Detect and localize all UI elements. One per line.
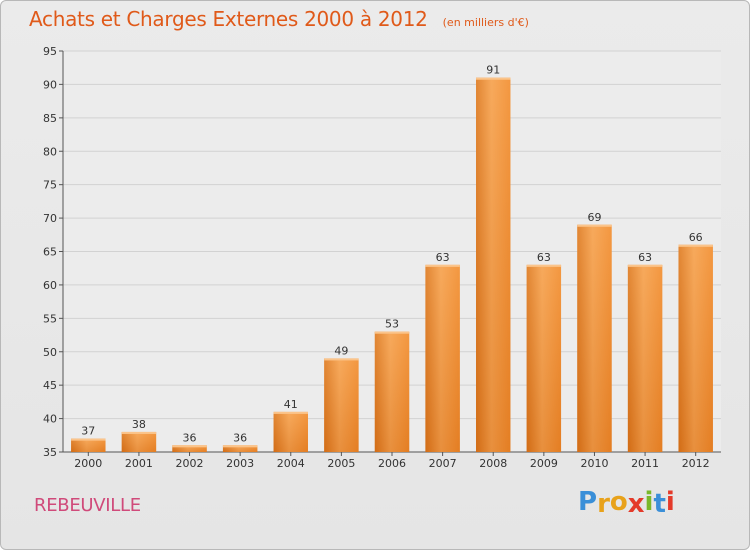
y-tick-label: 60 bbox=[43, 279, 57, 292]
x-tick-label: 2003 bbox=[226, 457, 254, 470]
y-tick-label: 35 bbox=[43, 446, 57, 459]
bar-shade bbox=[476, 77, 511, 452]
bar-group bbox=[374, 331, 410, 452]
bar-top-highlight bbox=[71, 438, 106, 441]
bar-shade bbox=[121, 431, 157, 452]
y-tick-label: 50 bbox=[43, 346, 57, 359]
bar-top-highlight bbox=[425, 264, 460, 267]
x-tick-label: 2004 bbox=[277, 457, 305, 470]
bar-group bbox=[273, 411, 308, 452]
data-label: 66 bbox=[689, 231, 703, 244]
title-row: Achats et Charges Externes 2000 à 2012 (… bbox=[29, 7, 529, 31]
bar-top-highlight bbox=[526, 264, 562, 267]
commune-name: REBEUVILLE bbox=[34, 495, 141, 516]
bar-shade bbox=[678, 244, 713, 452]
logo-letter: x bbox=[627, 489, 645, 519]
bar-shade bbox=[222, 445, 258, 452]
bar-group bbox=[577, 224, 612, 452]
x-tick-label: 2001 bbox=[125, 457, 153, 470]
x-tick-label: 2008 bbox=[479, 457, 507, 470]
bar-group bbox=[678, 244, 713, 452]
y-tick-label: 70 bbox=[43, 212, 57, 225]
bar-group bbox=[172, 445, 207, 452]
data-label: 49 bbox=[334, 344, 348, 357]
logo-letter: t bbox=[653, 489, 666, 519]
bar-group bbox=[526, 264, 562, 452]
bar-shade bbox=[577, 224, 612, 452]
x-tick-label: 2005 bbox=[327, 457, 355, 470]
x-tick-label: 2012 bbox=[682, 457, 710, 470]
bar-group bbox=[476, 77, 511, 452]
bar-group bbox=[425, 264, 460, 452]
bar-shade bbox=[324, 358, 359, 452]
x-tick-label: 2000 bbox=[74, 457, 102, 470]
x-tick-label: 2009 bbox=[530, 457, 558, 470]
bar-shade bbox=[374, 331, 410, 452]
bar-shade bbox=[425, 264, 460, 452]
y-tick-label: 65 bbox=[43, 246, 57, 259]
y-tick-label: 55 bbox=[43, 312, 57, 325]
x-tick-label: 2007 bbox=[429, 457, 457, 470]
y-tick-label: 40 bbox=[43, 413, 57, 426]
bar-group bbox=[627, 264, 663, 452]
data-label: 36 bbox=[233, 431, 247, 444]
y-tick-label: 45 bbox=[43, 379, 57, 392]
chart-title: Achats et Charges Externes 2000 à 2012 bbox=[29, 7, 428, 31]
bar-shade bbox=[172, 445, 207, 452]
logo-letter: i bbox=[644, 487, 654, 517]
bar-shade bbox=[627, 264, 663, 452]
logo-letter: i bbox=[665, 487, 675, 517]
data-label: 38 bbox=[132, 418, 146, 431]
x-tick-label: 2002 bbox=[176, 457, 204, 470]
logo-letter: o bbox=[609, 487, 628, 517]
data-label: 37 bbox=[81, 425, 95, 438]
logo-letter: P bbox=[578, 487, 598, 517]
bar-group bbox=[324, 358, 359, 452]
bar-top-highlight bbox=[121, 431, 157, 434]
x-tick-label: 2011 bbox=[631, 457, 659, 470]
bar-top-highlight bbox=[577, 224, 612, 227]
bar-top-highlight bbox=[324, 358, 359, 361]
bar-top-highlight bbox=[476, 77, 511, 80]
bar-top-highlight bbox=[172, 445, 207, 448]
bar-top-highlight bbox=[627, 264, 663, 267]
bar-group bbox=[121, 431, 157, 452]
y-tick-label: 95 bbox=[43, 45, 57, 58]
data-label: 63 bbox=[436, 251, 450, 264]
y-tick-label: 80 bbox=[43, 145, 57, 158]
data-label: 69 bbox=[587, 211, 601, 224]
logo-letter: r bbox=[597, 489, 610, 519]
data-label: 91 bbox=[486, 64, 500, 77]
bar-shade bbox=[273, 411, 308, 452]
bar-shade bbox=[71, 438, 106, 452]
data-label: 41 bbox=[284, 398, 298, 411]
x-tick-label: 2006 bbox=[378, 457, 406, 470]
data-label: 36 bbox=[183, 431, 197, 444]
x-tick-label: 2010 bbox=[580, 457, 608, 470]
bar-shade bbox=[526, 264, 562, 452]
y-tick-label: 85 bbox=[43, 112, 57, 125]
y-tick-label: 90 bbox=[43, 78, 57, 91]
data-label: 63 bbox=[638, 251, 652, 264]
data-label: 53 bbox=[385, 318, 399, 331]
bar-top-highlight bbox=[374, 331, 410, 334]
chart-subtitle: (en milliers d'€) bbox=[442, 16, 529, 29]
bar-top-highlight bbox=[273, 411, 308, 414]
bar-top-highlight bbox=[222, 445, 258, 448]
bar-group bbox=[222, 445, 258, 452]
proxiti-logo: Proxiti bbox=[578, 487, 675, 519]
data-label: 63 bbox=[537, 251, 551, 264]
bar-top-highlight bbox=[678, 244, 713, 247]
bar-group bbox=[71, 438, 106, 452]
y-tick-label: 75 bbox=[43, 179, 57, 192]
